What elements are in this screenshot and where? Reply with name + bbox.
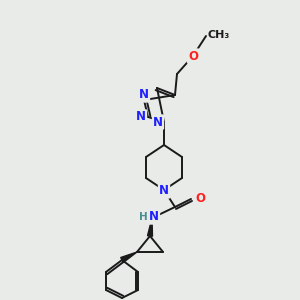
- Polygon shape: [148, 218, 152, 236]
- Polygon shape: [121, 252, 137, 262]
- Text: N: N: [139, 88, 149, 101]
- Text: N: N: [136, 110, 146, 124]
- Text: N: N: [159, 184, 169, 197]
- Text: CH₃: CH₃: [208, 30, 230, 40]
- Text: N: N: [153, 116, 163, 128]
- Text: O: O: [195, 193, 205, 206]
- Text: O: O: [188, 50, 198, 62]
- Text: N: N: [149, 211, 159, 224]
- Text: H: H: [139, 212, 148, 222]
